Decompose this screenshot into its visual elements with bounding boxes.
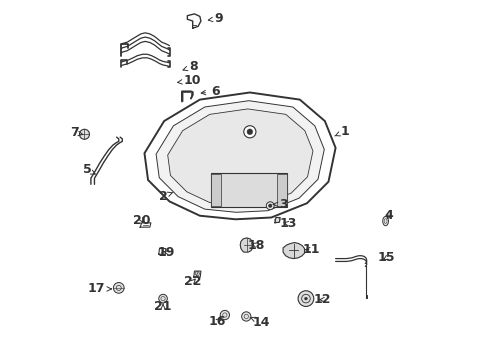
Circle shape <box>113 283 124 293</box>
Circle shape <box>268 204 271 207</box>
Text: 4: 4 <box>384 209 393 222</box>
Text: 10: 10 <box>177 74 201 87</box>
Polygon shape <box>211 174 221 206</box>
Text: 13: 13 <box>279 217 296 230</box>
Text: 8: 8 <box>183 60 198 73</box>
Text: 2: 2 <box>158 190 173 203</box>
Polygon shape <box>156 101 324 212</box>
Circle shape <box>80 129 89 139</box>
Text: 1: 1 <box>334 125 348 138</box>
Circle shape <box>266 202 274 210</box>
Text: 12: 12 <box>313 293 330 306</box>
Text: 20: 20 <box>133 213 150 226</box>
Circle shape <box>244 126 255 138</box>
Text: 21: 21 <box>154 300 171 313</box>
Circle shape <box>159 294 167 303</box>
Text: 19: 19 <box>158 246 175 258</box>
Circle shape <box>195 271 199 276</box>
Text: 15: 15 <box>377 251 395 264</box>
Text: 11: 11 <box>302 243 320 256</box>
Circle shape <box>298 291 313 306</box>
Text: 14: 14 <box>249 316 270 329</box>
Text: 17: 17 <box>87 283 111 296</box>
Polygon shape <box>240 238 253 252</box>
Text: 7: 7 <box>70 126 82 139</box>
Ellipse shape <box>382 216 387 226</box>
Polygon shape <box>276 174 286 206</box>
FancyBboxPatch shape <box>210 173 287 207</box>
Circle shape <box>241 312 250 321</box>
Circle shape <box>246 129 252 135</box>
Circle shape <box>220 310 229 320</box>
Polygon shape <box>283 243 304 258</box>
Text: 18: 18 <box>247 239 264 252</box>
Text: 5: 5 <box>83 163 95 176</box>
Text: 22: 22 <box>183 275 201 288</box>
Text: 9: 9 <box>208 12 223 25</box>
Circle shape <box>304 297 307 300</box>
Text: 6: 6 <box>201 85 219 98</box>
Circle shape <box>274 217 279 222</box>
Text: 16: 16 <box>208 315 226 328</box>
Polygon shape <box>167 109 312 205</box>
Text: 3: 3 <box>273 198 287 211</box>
